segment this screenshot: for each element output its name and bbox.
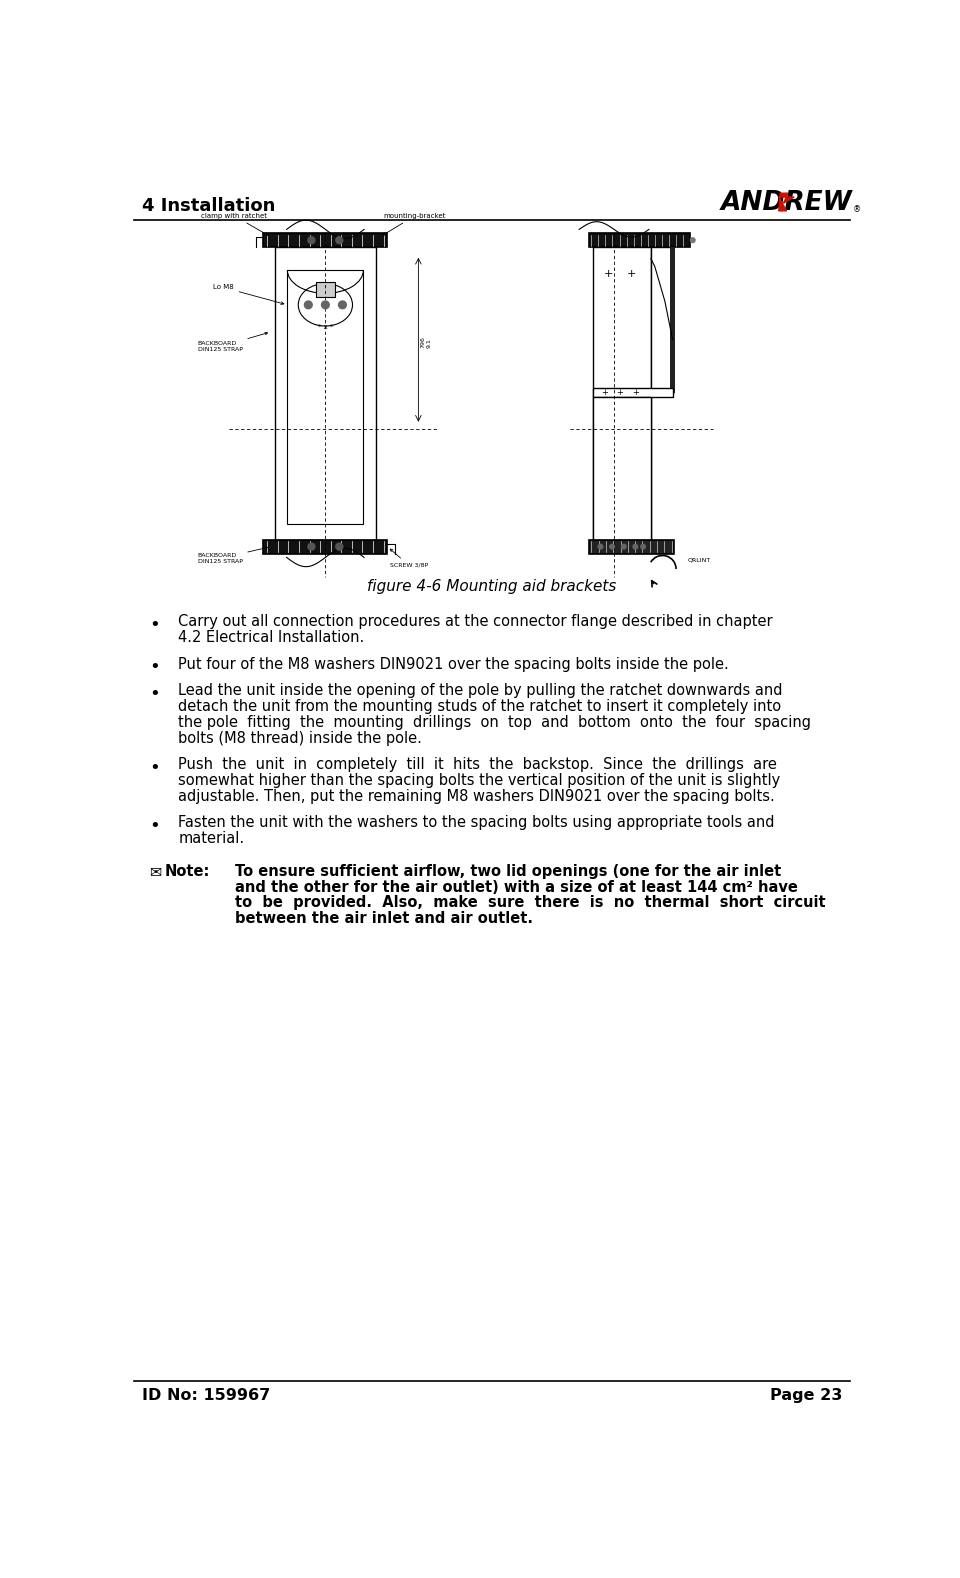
Bar bbox=[670, 248, 675, 393]
Text: Lo M8: Lo M8 bbox=[213, 284, 284, 305]
Text: and the other for the air outlet) with a size of at least 144 cm² have: and the other for the air outlet) with a… bbox=[234, 879, 798, 895]
Circle shape bbox=[304, 301, 312, 309]
Text: material.: material. bbox=[179, 832, 244, 846]
Bar bbox=[316, 282, 335, 297]
Bar bbox=[588, 540, 674, 554]
Text: the pole  fitting  the  mounting  drillings  on  top  and  bottom  onto  the  fo: the pole fitting the mounting drillings … bbox=[179, 715, 811, 731]
Text: ID No: 159967: ID No: 159967 bbox=[142, 1387, 270, 1403]
Text: figure 4-6 Mounting aid brackets: figure 4-6 Mounting aid brackets bbox=[368, 579, 616, 595]
Text: to  be  provided.  Also,  make  sure  there  is  no  thermal  short  circuit: to be provided. Also, make sure there is… bbox=[234, 895, 826, 911]
Text: •: • bbox=[150, 685, 160, 702]
Circle shape bbox=[308, 543, 315, 551]
Bar bbox=[592, 248, 651, 540]
Circle shape bbox=[690, 238, 695, 243]
Circle shape bbox=[633, 544, 637, 549]
Polygon shape bbox=[779, 193, 794, 211]
Bar bbox=[651, 248, 673, 393]
Text: •: • bbox=[150, 817, 160, 835]
Circle shape bbox=[621, 544, 626, 549]
Circle shape bbox=[610, 544, 614, 549]
Circle shape bbox=[641, 544, 645, 549]
Text: Carry out all connection procedures at the connector flange described in chapter: Carry out all connection procedures at t… bbox=[179, 614, 773, 630]
Bar bbox=[263, 540, 388, 554]
Text: ✉: ✉ bbox=[150, 863, 161, 879]
Text: 4 Installation: 4 Installation bbox=[142, 197, 276, 215]
Bar bbox=[263, 234, 388, 248]
Bar bbox=[588, 234, 689, 248]
Text: •: • bbox=[150, 615, 160, 634]
Circle shape bbox=[598, 544, 603, 549]
Text: 4.2 Electrical Installation.: 4.2 Electrical Installation. bbox=[179, 630, 365, 645]
Text: mounting-bracket: mounting-bracket bbox=[383, 213, 445, 235]
Text: +: + bbox=[601, 388, 608, 396]
Circle shape bbox=[308, 237, 315, 243]
Bar bbox=[592, 396, 651, 540]
Text: Fasten the unit with the washers to the spacing bolts using appropriate tools an: Fasten the unit with the washers to the … bbox=[179, 816, 775, 830]
Text: SCREW 3/8P: SCREW 3/8P bbox=[390, 549, 428, 568]
Text: bolts (M8 thread) inside the pole.: bolts (M8 thread) inside the pole. bbox=[179, 731, 422, 746]
Text: QRLINT: QRLINT bbox=[688, 557, 711, 562]
Text: +: + bbox=[604, 270, 612, 279]
Text: BACKBOARD
DIN125 STRAP: BACKBOARD DIN125 STRAP bbox=[198, 333, 268, 352]
Text: +: + bbox=[616, 388, 623, 396]
Text: To ensure sufficient airflow, two lid openings (one for the air inlet: To ensure sufficient airflow, two lid op… bbox=[234, 863, 780, 879]
Bar bbox=[287, 270, 363, 524]
Text: between the air inlet and air outlet.: between the air inlet and air outlet. bbox=[234, 911, 533, 926]
Bar bbox=[592, 388, 673, 396]
Text: Put four of the M8 washers DIN9021 over the spacing bolts inside the pole.: Put four of the M8 washers DIN9021 over … bbox=[179, 656, 729, 672]
Bar bbox=[275, 248, 375, 540]
Text: ®: ® bbox=[853, 205, 861, 215]
Circle shape bbox=[339, 301, 347, 309]
Bar bbox=[314, 251, 337, 262]
Text: Page 23: Page 23 bbox=[770, 1387, 842, 1403]
Circle shape bbox=[336, 237, 343, 243]
Text: * x *: * x * bbox=[318, 323, 333, 330]
Text: +: + bbox=[632, 388, 638, 396]
Text: detach the unit from the mounting studs of the ratchet to insert it completely i: detach the unit from the mounting studs … bbox=[179, 699, 781, 715]
Text: •: • bbox=[150, 658, 160, 677]
Text: +: + bbox=[627, 270, 636, 279]
Text: 796
9.1: 796 9.1 bbox=[420, 336, 431, 347]
Text: somewhat higher than the spacing bolts the vertical position of the unit is slig: somewhat higher than the spacing bolts t… bbox=[179, 773, 780, 787]
Circle shape bbox=[322, 301, 329, 309]
Circle shape bbox=[336, 543, 343, 551]
Text: Push  the  unit  in  completely  till  it  hits  the  backstop.  Since  the  dri: Push the unit in completely till it hits… bbox=[179, 757, 777, 772]
Text: •: • bbox=[150, 759, 160, 776]
Text: adjustable. Then, put the remaining M8 washers DIN9021 over the spacing bolts.: adjustable. Then, put the remaining M8 w… bbox=[179, 789, 775, 803]
Text: ANDREW: ANDREW bbox=[721, 191, 852, 216]
Text: Lead the unit inside the opening of the pole by pulling the ratchet downwards an: Lead the unit inside the opening of the … bbox=[179, 683, 782, 699]
Text: clamp with ratchet: clamp with ratchet bbox=[202, 213, 268, 235]
Text: BACKBOARD
DIN125 STRAP: BACKBOARD DIN125 STRAP bbox=[198, 548, 268, 563]
Text: Note:: Note: bbox=[165, 863, 210, 879]
